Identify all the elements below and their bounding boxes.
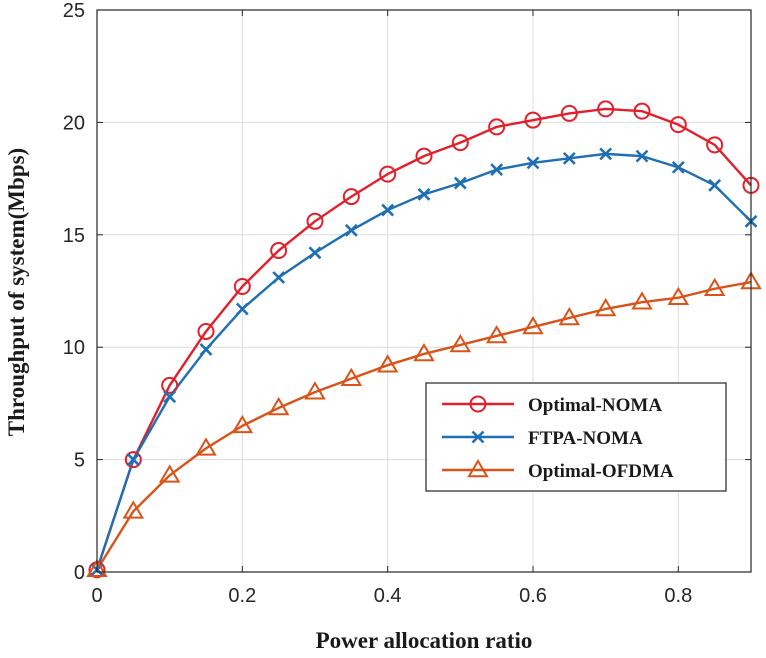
series-line-ftpa-noma — [95, 152, 752, 571]
data-point-optimal-ofdma — [231, 414, 254, 434]
series-line-optimal-ofdma — [95, 280, 752, 571]
data-point-optimal-noma — [233, 278, 251, 296]
data-point-optimal-noma — [306, 212, 324, 230]
series-lines — [95, 107, 752, 571]
data-point-optimal-ofdma — [195, 437, 217, 456]
data-point-ftpa-noma — [562, 151, 576, 165]
legend-label: Optimal-OFDMA — [528, 461, 674, 482]
data-point-ftpa-noma — [671, 160, 685, 174]
data-point-optimal-ofdma — [558, 307, 581, 326]
y-tick-label: 15 — [63, 225, 85, 247]
legend-marker — [469, 395, 487, 413]
data-point-ftpa-noma — [708, 178, 722, 192]
data-point-optimal-ofdma — [304, 381, 326, 400]
series-markers — [86, 100, 762, 579]
data-point-optimal-noma — [161, 376, 179, 394]
x-tick-labels: 0 0.2 0.4 0.6 0.8 — [91, 585, 692, 607]
data-point-optimal-ofdma — [485, 324, 508, 344]
data-point-optimal-ofdma — [667, 286, 690, 306]
data-point-optimal-ofdma — [594, 298, 617, 317]
data-point-ftpa-noma — [163, 390, 177, 404]
x-tick-label: 0.2 — [228, 585, 256, 607]
data-point-optimal-noma — [379, 165, 397, 183]
data-point-optimal-ofdma — [86, 558, 108, 578]
y-tick-label: 5 — [74, 450, 85, 472]
data-point-optimal-noma — [524, 111, 542, 129]
x-axis-label: Power allocation ratio — [316, 628, 533, 653]
data-point-optimal-ofdma — [631, 291, 653, 310]
data-point-optimal-noma — [342, 188, 360, 206]
data-point-optimal-noma — [669, 116, 687, 134]
data-point-ftpa-noma — [417, 187, 431, 201]
data-point-optimal-ofdma — [703, 277, 726, 297]
data-point-ftpa-noma — [453, 176, 467, 190]
data-point-ftpa-noma — [199, 343, 213, 356]
data-point-ftpa-noma — [635, 149, 649, 163]
data-point-optimal-ofdma — [449, 333, 472, 353]
data-point-optimal-noma — [197, 322, 215, 340]
data-point-ftpa-noma — [344, 223, 358, 237]
data-point-optimal-ofdma — [122, 500, 145, 519]
data-point-ftpa-noma — [490, 163, 504, 177]
axis-ticks — [96, 9, 751, 573]
x-tick-label: 0 — [91, 585, 102, 607]
data-point-ftpa-noma — [599, 147, 613, 161]
legend: Optimal-NOMA FTPA-NOMA Optimal-OFDMA — [425, 382, 727, 492]
legend-marker — [471, 430, 485, 444]
x-tick-label: 0.6 — [519, 585, 547, 607]
data-point-optimal-ofdma — [340, 367, 363, 386]
data-point-optimal-noma — [597, 100, 615, 118]
data-point-optimal-noma — [451, 134, 469, 152]
data-point-ftpa-noma — [272, 271, 286, 284]
data-point-ftpa-noma — [308, 246, 322, 260]
data-point-optimal-ofdma — [158, 464, 181, 483]
data-point-ftpa-noma — [526, 156, 540, 170]
data-point-optimal-noma — [488, 118, 506, 136]
y-tick-label: 20 — [63, 112, 85, 134]
legend-marker — [467, 459, 489, 478]
data-point-ftpa-noma — [235, 302, 249, 316]
data-point-optimal-ofdma — [267, 396, 290, 416]
legend-label: Optimal-NOMA — [528, 395, 662, 416]
y-tick-label: 0 — [74, 562, 85, 584]
data-point-optimal-noma — [633, 102, 651, 120]
data-point-optimal-noma — [270, 242, 288, 260]
data-point-optimal-noma — [415, 147, 433, 165]
data-point-optimal-ofdma — [376, 354, 399, 373]
data-point-optimal-ofdma — [522, 315, 544, 335]
legend-label: FTPA-NOMA — [528, 428, 643, 449]
y-tick-labels: 0 5 10 15 20 25 — [63, 0, 85, 584]
data-point-optimal-noma — [124, 451, 142, 469]
data-point-ftpa-noma — [126, 453, 140, 467]
data-point-optimal-noma — [560, 104, 578, 122]
x-tick-label: 0.4 — [374, 585, 402, 607]
data-point-ftpa-noma — [381, 203, 395, 217]
series-line-optimal-noma — [95, 107, 752, 571]
y-tick-label: 10 — [63, 337, 85, 359]
data-point-optimal-ofdma — [413, 342, 435, 362]
y-axis-label: Throughput of system(Mbps) — [4, 148, 29, 436]
plot-frame — [96, 9, 752, 573]
data-point-optimal-noma — [706, 136, 724, 154]
x-tick-label: 0.8 — [664, 585, 692, 607]
y-tick-label: 25 — [63, 0, 85, 22]
